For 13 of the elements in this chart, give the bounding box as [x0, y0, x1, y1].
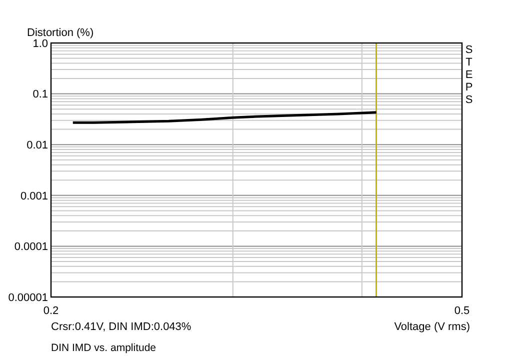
y-tick-label: 1.0 — [32, 38, 48, 50]
x-tick-label: 0.2 — [43, 305, 59, 317]
text: Crsr:0.41V, DIN IMD:0.043% — [51, 321, 192, 333]
x-tick-label: 0.5 — [454, 305, 470, 317]
y-axis-title: Distortion (%) — [27, 27, 94, 39]
text: STEPS — [465, 44, 473, 106]
y-tick-label: 0.001 — [20, 190, 48, 202]
text: DIN IMD vs. amplitude — [51, 342, 156, 354]
y-tick-label: 0.0001 — [14, 241, 48, 254]
y-tick-label: 0.1 — [32, 88, 48, 101]
y-tick-label: 0.01 — [26, 139, 48, 152]
x-axis-title: Voltage (V rms) — [394, 321, 470, 333]
y-tick-label: 0.00001 — [8, 292, 48, 304]
